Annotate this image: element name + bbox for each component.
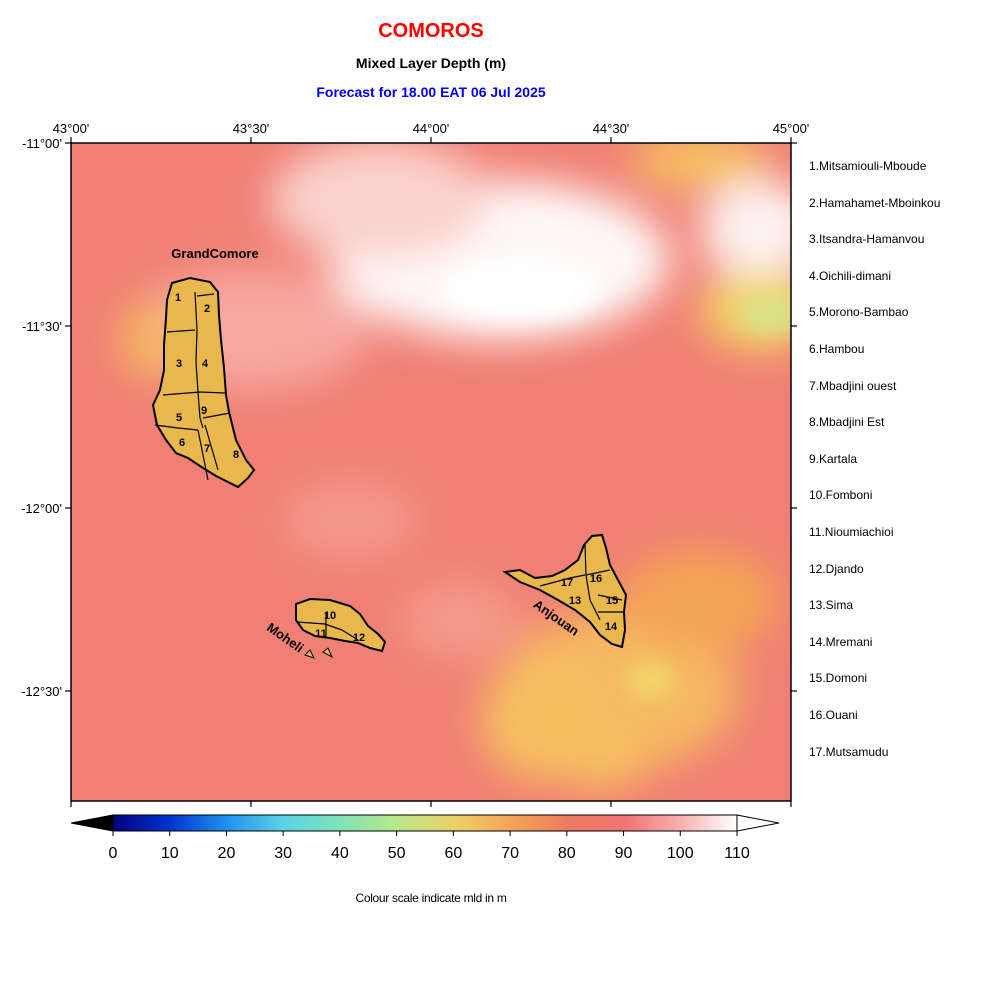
region-legend-item: 15.Domoni [809, 671, 868, 686]
mld-field [71, 143, 791, 801]
region-number: 1 [175, 292, 181, 304]
colorbar-tick-label: 80 [558, 845, 576, 862]
moheli-island: 10 11 12 [295, 597, 387, 659]
axis-ticks [65, 137, 797, 807]
lat-tick-label: -11°00' [22, 136, 62, 151]
colorbar [70, 814, 780, 832]
map-subtitle: Mixed Layer Depth (m) [355, 55, 507, 71]
region-legend-item: 16.Ouani [809, 707, 858, 722]
colorbar-tick-label: 100 [667, 845, 694, 862]
colorbar-tick-label: 50 [388, 845, 406, 862]
lon-tick-label: 43°30' [233, 121, 270, 136]
lon-tick-label: 45°00' [773, 121, 810, 136]
region-legend-item: 2.Hamahamet-Mboinkou [809, 195, 941, 210]
lon-tick-label: 43°00' [53, 121, 90, 136]
region-number: 17 [561, 577, 573, 589]
region-legend-item: 7.Mbadjini ouest [809, 378, 897, 393]
colorbar-tick-label: 10 [161, 845, 179, 862]
region-number: 5 [176, 412, 182, 424]
region-legend-item: 6.Hambou [809, 341, 865, 356]
colorbar-tick-label: 90 [615, 845, 633, 862]
colorbar-tick-label: 60 [444, 845, 462, 862]
region-legend-item: 13.Sima [809, 598, 854, 613]
colorbar-ticks: 0 10 20 30 40 50 60 70 80 90 100 110 [109, 831, 750, 862]
colorbar-caption: Colour scale indicate mld in m [355, 891, 507, 905]
region-number: 11 [315, 628, 327, 640]
region-number: 9 [201, 405, 207, 417]
anjouan-island: 17 16 13 15 14 [502, 533, 628, 649]
forecast-time: Forecast for 18.00 EAT 06 Jul 2025 [316, 84, 546, 100]
colorbar-tick-label: 70 [501, 845, 519, 862]
region-number: 15 [606, 595, 618, 607]
region-legend-item: 1.Mitsamiouli-Mboude [809, 159, 927, 173]
region-number: 2 [204, 303, 210, 315]
region-number: 4 [202, 358, 209, 370]
lat-tick-label: -12°00' [21, 501, 62, 516]
region-number: 3 [176, 358, 182, 370]
lon-tick-label: 44°00' [413, 121, 450, 136]
region-number: 16 [590, 573, 602, 585]
region-number: 14 [605, 621, 618, 633]
region-number: 8 [233, 449, 239, 461]
region-number: 12 [353, 632, 365, 644]
region-number: 10 [324, 610, 336, 622]
lat-tick-label: -12°30' [21, 684, 62, 699]
region-legend-item: 8.Mbadjini Est [809, 415, 885, 430]
region-number: 13 [569, 595, 581, 607]
colorbar-tick-label: 110 [724, 845, 750, 862]
grand-comore-island: 1 2 3 4 5 6 7 8 9 [151, 276, 256, 489]
region-legend: 1.Mitsamiouli-Mboude 2.Hamahamet-Mboinkou… [809, 158, 940, 780]
colorbar-tick-label: 0 [109, 845, 118, 862]
region-legend-item: 10.Fomboni [809, 488, 873, 503]
grand-comore-label: GrandComore [171, 246, 258, 261]
region-legend-item: 3.Itsandra-Hamanvou [809, 232, 925, 247]
region-legend-item: 12.Djando [809, 561, 864, 576]
region-legend-item: 4.Oichili-dimani [809, 268, 892, 283]
region-legend-item: 17.Mutsamudu [809, 744, 889, 759]
lat-tick-label: -11°30' [22, 319, 62, 334]
colorbar-tick-label: 20 [218, 845, 236, 862]
region-legend-item: 14.Mremani [809, 634, 873, 649]
region-legend-item: 9.Kartala [809, 451, 858, 466]
region-legend-item: 5.Morono-Bambao [809, 305, 909, 320]
region-number: 7 [204, 443, 210, 455]
region-number: 6 [179, 437, 185, 449]
lon-tick-label: 44°30' [593, 121, 630, 136]
region-legend-item: 11.Nioumiachioi [809, 524, 894, 539]
colorbar-tick-label: 30 [274, 845, 292, 862]
colorbar-tick-label: 40 [331, 845, 349, 862]
map-title: COMOROS [378, 20, 484, 42]
